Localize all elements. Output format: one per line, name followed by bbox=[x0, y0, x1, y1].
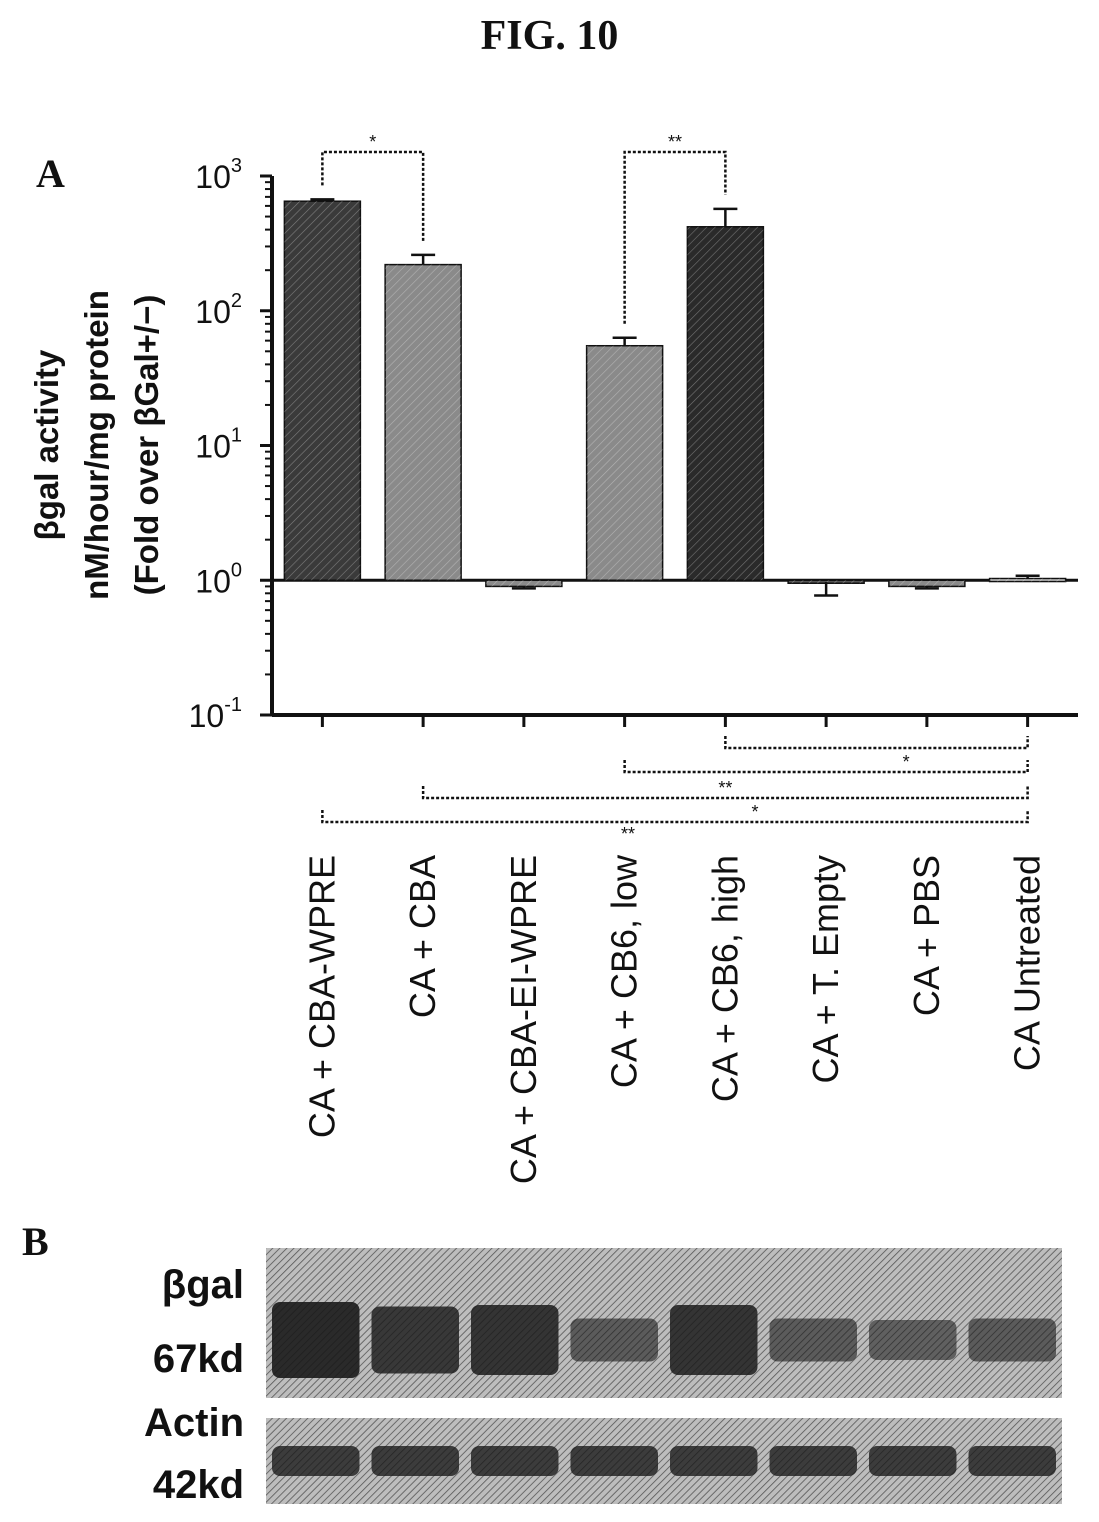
y-tick-label: 100 bbox=[195, 559, 242, 599]
bar-hatch bbox=[284, 201, 361, 581]
blot-band bbox=[670, 1446, 758, 1476]
bar-hatch bbox=[485, 580, 562, 587]
panel-b-label: B bbox=[22, 1219, 49, 1264]
bar-hatch bbox=[788, 580, 865, 584]
y-tick-label: 101 bbox=[195, 425, 242, 465]
category-label: CA + PBS bbox=[906, 855, 947, 1016]
significance-label: * bbox=[369, 132, 376, 152]
bar-hatch bbox=[888, 580, 965, 587]
significance-label: ** bbox=[718, 778, 732, 798]
significance-label: ** bbox=[668, 132, 682, 152]
blot-row-label: Actin bbox=[144, 1401, 244, 1445]
blot-band bbox=[869, 1446, 957, 1476]
significance-bracket-bottom bbox=[421, 786, 1029, 800]
category-label: CA + CBA bbox=[402, 855, 443, 1018]
blot-band bbox=[272, 1302, 360, 1378]
blot-band bbox=[769, 1318, 857, 1362]
blot-band bbox=[968, 1446, 1056, 1476]
significance-bracket-top bbox=[321, 150, 425, 241]
significance-bracket-top bbox=[623, 150, 727, 324]
figure-title: FIG. 10 bbox=[480, 13, 619, 59]
blot-band bbox=[471, 1446, 559, 1476]
significance-bracket-bottom bbox=[321, 810, 1029, 824]
blot-band bbox=[371, 1306, 459, 1374]
blot-band bbox=[371, 1446, 459, 1476]
y-tick-label: 103 bbox=[195, 155, 242, 195]
bar-hatch bbox=[989, 578, 1066, 582]
blot-band bbox=[570, 1318, 658, 1362]
bar-hatch bbox=[687, 226, 764, 581]
category-label: CA + CB6, high bbox=[704, 855, 745, 1102]
significance-bracket-bottom bbox=[724, 736, 1029, 750]
significance-label: * bbox=[751, 802, 758, 822]
blot-row-size-label: 42kd bbox=[153, 1463, 244, 1507]
significance-bracket-bottom bbox=[623, 760, 1029, 774]
blot-row-size-label: 67kd bbox=[153, 1337, 244, 1381]
category-label: CA + CB6, low bbox=[604, 854, 645, 1088]
bar-hatch bbox=[385, 264, 462, 581]
blot-band bbox=[670, 1305, 758, 1375]
panel-a-label: A bbox=[36, 151, 65, 196]
blot-row-label: βgal bbox=[162, 1263, 244, 1307]
blot-band bbox=[570, 1446, 658, 1476]
blot-band bbox=[869, 1320, 957, 1360]
significance-label: * bbox=[903, 752, 910, 772]
category-label: CA + CBA-WPRE bbox=[301, 855, 342, 1138]
category-label: CA Untreated bbox=[1007, 855, 1048, 1071]
category-label: CA + CBA-EI-WPRE bbox=[503, 855, 544, 1184]
blot-band bbox=[471, 1305, 559, 1375]
blot-band bbox=[272, 1446, 360, 1476]
significance-label: ** bbox=[621, 824, 635, 844]
y-tick-label: 10-1 bbox=[189, 694, 242, 734]
y-tick-label: 102 bbox=[195, 290, 242, 330]
blot-band bbox=[769, 1446, 857, 1476]
bar-hatch bbox=[586, 345, 663, 581]
category-label: CA + T. Empty bbox=[805, 855, 846, 1083]
blot-band bbox=[968, 1318, 1056, 1362]
